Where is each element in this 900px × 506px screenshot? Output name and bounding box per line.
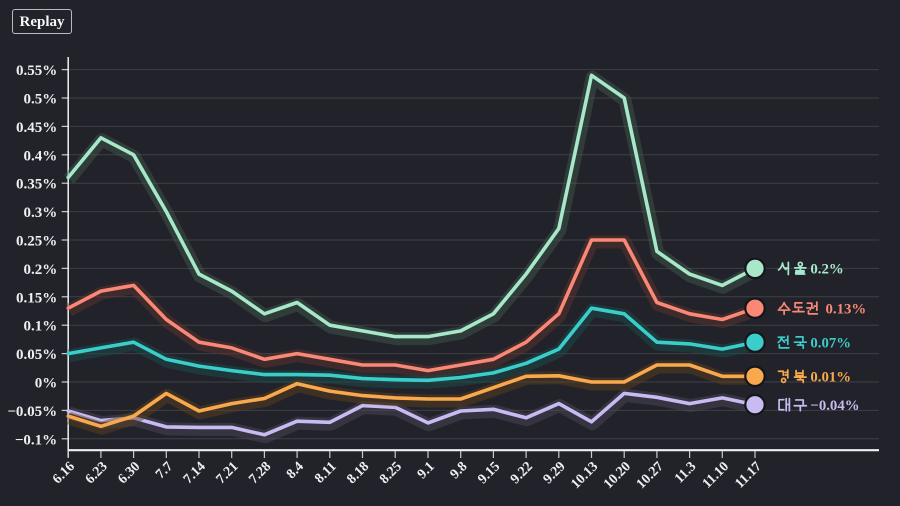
svg-text:0.01%: 0.01% xyxy=(810,370,851,386)
svg-text:0.1%: 0.1% xyxy=(23,319,57,335)
svg-text:−0.1%: −0.1% xyxy=(15,432,57,448)
svg-text:0.4%: 0.4% xyxy=(23,148,57,164)
svg-text:0.2%: 0.2% xyxy=(810,262,843,278)
svg-text:−0.05%: −0.05% xyxy=(7,404,57,420)
svg-text:0.55%: 0.55% xyxy=(16,63,57,79)
svg-text:0.07%: 0.07% xyxy=(810,335,851,351)
svg-text:0.13%: 0.13% xyxy=(826,301,867,317)
svg-text:0.15%: 0.15% xyxy=(16,290,57,306)
svg-text:−0.04%: −0.04% xyxy=(810,398,859,414)
svg-text:0%: 0% xyxy=(35,376,58,392)
svg-text:0.2%: 0.2% xyxy=(23,262,57,278)
svg-text:0.5%: 0.5% xyxy=(23,92,57,108)
svg-text:0.25%: 0.25% xyxy=(16,234,57,250)
svg-text:0.05%: 0.05% xyxy=(16,347,57,363)
svg-text:0.45%: 0.45% xyxy=(16,120,57,136)
svg-text:0.35%: 0.35% xyxy=(16,177,57,193)
svg-text:0.3%: 0.3% xyxy=(23,205,57,221)
